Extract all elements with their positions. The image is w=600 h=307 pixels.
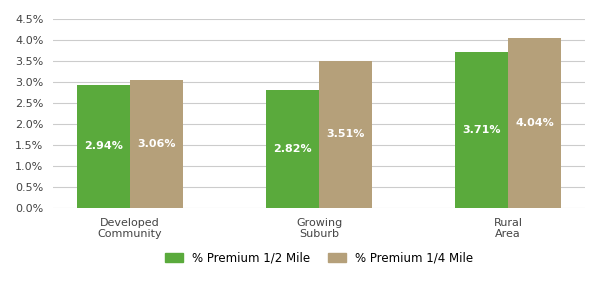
Text: 2.82%: 2.82% [273, 144, 312, 154]
Bar [508, 38, 561, 208]
Text: 3.71%: 3.71% [462, 125, 501, 135]
Legend: % Premium 1/2 Mile, % Premium 1/4 Mile: % Premium 1/2 Mile, % Premium 1/4 Mile [161, 248, 477, 268]
Text: 3.06%: 3.06% [137, 139, 176, 149]
Bar [319, 60, 372, 208]
Text: 3.51%: 3.51% [326, 129, 365, 139]
Text: 2.94%: 2.94% [84, 141, 123, 151]
Bar [266, 90, 319, 208]
Bar [130, 80, 183, 208]
Bar [455, 52, 508, 208]
Text: 4.04%: 4.04% [515, 118, 554, 128]
Bar [77, 84, 130, 208]
